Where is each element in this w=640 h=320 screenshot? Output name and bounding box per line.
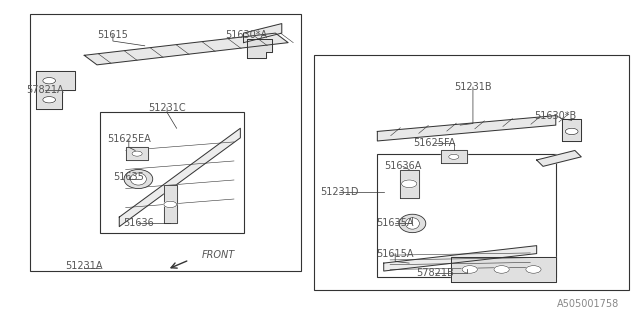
Text: 51615: 51615 [97, 30, 129, 40]
Circle shape [462, 266, 477, 273]
Ellipse shape [399, 214, 426, 233]
Text: 57821B: 57821B [416, 268, 454, 278]
Polygon shape [119, 128, 241, 227]
Text: 51630*B: 51630*B [534, 111, 577, 121]
Polygon shape [384, 246, 537, 271]
Polygon shape [399, 170, 419, 198]
Polygon shape [378, 116, 556, 141]
Bar [378, 154, 556, 277]
Text: 51635A: 51635A [376, 219, 414, 228]
Text: 51636: 51636 [123, 219, 154, 228]
Text: 51231C: 51231C [148, 103, 186, 113]
Bar [314, 55, 629, 290]
Text: 51231B: 51231B [454, 82, 492, 92]
Ellipse shape [124, 170, 153, 188]
Polygon shape [246, 39, 272, 59]
Circle shape [43, 77, 56, 84]
Text: FRONT: FRONT [202, 250, 236, 260]
Text: 51615A: 51615A [376, 249, 414, 259]
Text: 51625FA: 51625FA [413, 138, 456, 148]
Circle shape [401, 180, 417, 188]
Polygon shape [164, 185, 177, 223]
Text: 51636A: 51636A [384, 161, 422, 171]
Polygon shape [562, 119, 581, 141]
Bar [30, 14, 301, 271]
Text: 57821A: 57821A [26, 85, 63, 95]
Polygon shape [84, 33, 288, 65]
Circle shape [526, 266, 541, 273]
Text: 51231D: 51231D [320, 187, 358, 197]
Polygon shape [36, 71, 75, 109]
Text: 51635: 51635 [113, 172, 144, 182]
Bar [100, 112, 244, 233]
Circle shape [494, 266, 509, 273]
Polygon shape [451, 257, 556, 282]
Polygon shape [441, 150, 467, 163]
Circle shape [565, 128, 578, 135]
Ellipse shape [405, 218, 419, 229]
Polygon shape [244, 24, 282, 43]
Circle shape [164, 201, 177, 208]
Circle shape [132, 151, 142, 156]
Text: 51231A: 51231A [65, 261, 103, 271]
Text: A505001758: A505001758 [557, 299, 620, 309]
Polygon shape [537, 150, 581, 166]
Circle shape [449, 154, 459, 159]
Text: 51625EA: 51625EA [107, 134, 150, 144]
Ellipse shape [131, 173, 147, 185]
Circle shape [43, 97, 56, 103]
Text: 51630*A: 51630*A [226, 30, 268, 40]
Polygon shape [125, 147, 148, 160]
